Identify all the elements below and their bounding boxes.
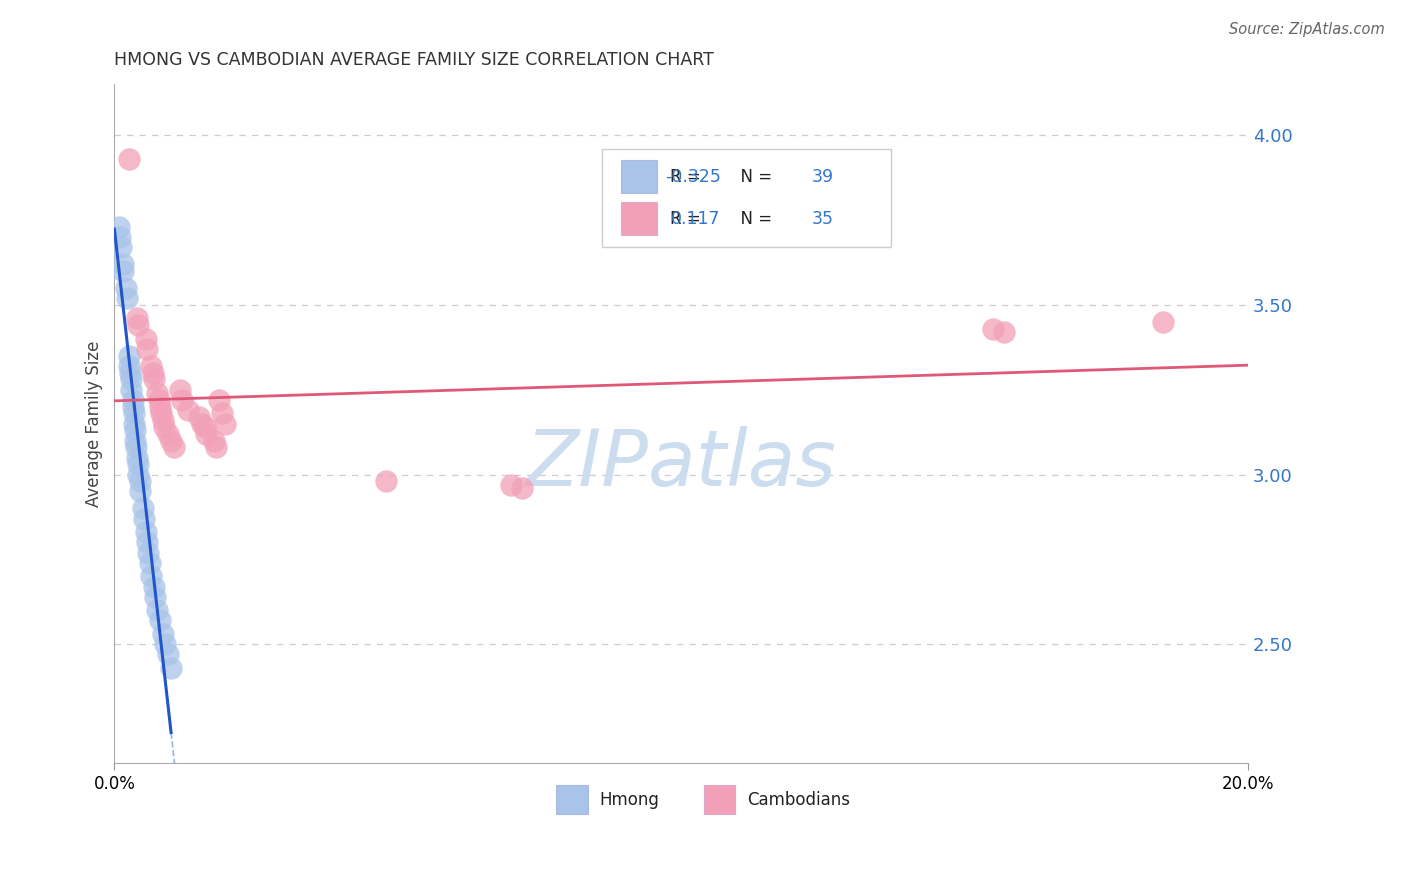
Point — [136, 342, 159, 356]
Point — [194, 420, 217, 434]
Bar — [704, 786, 735, 814]
Text: ZIPatlas: ZIPatlas — [526, 426, 837, 502]
Point — [141, 569, 163, 583]
Point — [138, 545, 160, 559]
Point — [202, 434, 225, 448]
Point — [125, 311, 148, 326]
Point — [127, 467, 149, 482]
Point — [138, 556, 160, 570]
Point — [188, 409, 211, 424]
Point — [191, 417, 214, 431]
Point — [172, 392, 194, 407]
Point — [214, 417, 236, 431]
Text: HMONG VS CAMBODIAN AVERAGE FAMILY SIZE CORRELATION CHART: HMONG VS CAMBODIAN AVERAGE FAMILY SIZE C… — [114, 51, 714, 69]
Point — [125, 450, 148, 465]
Y-axis label: Average Family Size: Average Family Size — [86, 341, 103, 507]
Point — [157, 426, 180, 441]
Point — [153, 420, 176, 434]
Point — [143, 580, 166, 594]
Text: Source: ZipAtlas.com: Source: ZipAtlas.com — [1229, 22, 1385, 37]
Point — [127, 458, 149, 472]
Point — [111, 264, 134, 278]
Point — [163, 441, 186, 455]
Point — [132, 501, 155, 516]
Point — [129, 484, 152, 499]
Point — [981, 321, 1004, 335]
Point — [120, 383, 142, 397]
Text: 39: 39 — [811, 168, 834, 186]
Point — [135, 525, 157, 540]
Point — [121, 392, 143, 407]
Point — [155, 637, 177, 651]
Point — [211, 406, 233, 420]
Bar — [557, 786, 588, 814]
Point — [142, 366, 165, 380]
Point — [117, 349, 139, 363]
Text: N =: N = — [730, 168, 778, 186]
Text: R =: R = — [669, 168, 706, 186]
Point — [125, 441, 148, 455]
Point — [375, 475, 398, 489]
Bar — [621, 161, 657, 194]
Point — [135, 535, 157, 549]
Point — [122, 400, 145, 414]
Text: 35: 35 — [813, 210, 834, 228]
Point — [108, 219, 131, 234]
Point — [208, 392, 231, 407]
Point — [499, 477, 522, 491]
Point — [117, 152, 139, 166]
Point — [512, 481, 534, 495]
Point — [141, 359, 163, 373]
Point — [124, 434, 146, 448]
Point — [115, 291, 138, 305]
Point — [132, 511, 155, 525]
Point — [149, 406, 172, 420]
Point — [122, 406, 145, 420]
Text: N =: N = — [730, 210, 778, 228]
Point — [149, 400, 172, 414]
Point — [122, 417, 145, 431]
Point — [1152, 315, 1174, 329]
Point — [120, 372, 142, 386]
Point — [111, 257, 134, 271]
Point — [152, 413, 174, 427]
Point — [146, 386, 169, 401]
Point — [118, 359, 141, 373]
Point — [127, 318, 149, 333]
Point — [108, 230, 131, 244]
Point — [169, 383, 191, 397]
FancyBboxPatch shape — [602, 149, 891, 247]
Point — [143, 590, 166, 604]
Point — [118, 366, 141, 380]
Text: Cambodians: Cambodians — [747, 790, 849, 809]
Text: 0.117: 0.117 — [671, 210, 721, 228]
Point — [195, 426, 218, 441]
Point — [114, 281, 136, 295]
Point — [110, 240, 132, 254]
Point — [160, 434, 183, 448]
Point — [205, 441, 228, 455]
Point — [157, 648, 180, 662]
Text: R =: R = — [669, 210, 706, 228]
Point — [148, 392, 170, 407]
Point — [129, 475, 152, 489]
Point — [177, 403, 200, 417]
Point — [149, 614, 172, 628]
Point — [146, 603, 169, 617]
Point — [124, 423, 146, 437]
Point — [993, 325, 1015, 339]
Point — [135, 332, 157, 346]
Point — [152, 627, 174, 641]
Text: Hmong: Hmong — [599, 790, 659, 809]
Bar — [621, 202, 657, 235]
Point — [143, 372, 166, 386]
Point — [160, 661, 183, 675]
Text: -0.325: -0.325 — [665, 168, 721, 186]
